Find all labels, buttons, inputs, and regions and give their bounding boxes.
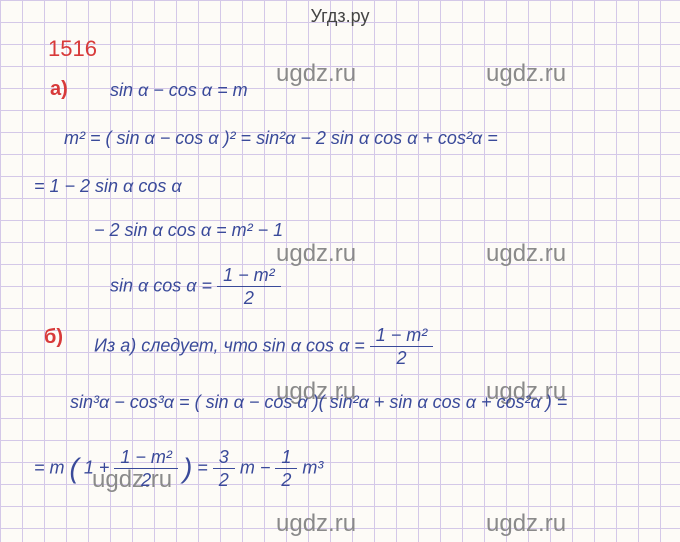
- watermark: ugdz.ru: [486, 60, 566, 88]
- fraction-numerator: 1 − m²: [114, 448, 178, 469]
- part-b-intro: Из a) следует, что sin α cos α = 1 − m² …: [94, 326, 433, 367]
- part-a-result-lhs: sin α cos α =: [110, 275, 212, 295]
- part-a-step3: − 2 sin α cos α = m² − 1: [94, 220, 283, 241]
- part-b-final: = m ( 1 + 1 − m² 2 ) = 3 2 m − 1 2 m³: [34, 448, 323, 489]
- fraction-numerator: 1 − m²: [370, 326, 434, 347]
- final-mid1: 1 +: [84, 457, 110, 477]
- rhs-tail: m³: [302, 457, 323, 477]
- rhs-mid: m −: [240, 457, 276, 477]
- fraction-denominator: 2: [217, 287, 281, 307]
- left-paren: (: [70, 453, 79, 484]
- fraction-denominator: 2: [114, 469, 178, 489]
- fraction-denominator: 2: [275, 469, 297, 489]
- fraction-denominator: 2: [370, 347, 434, 367]
- fraction-denominator: 2: [213, 469, 235, 489]
- part-b-expand: sin³α − cos³α = ( sin α − cos α )( sin²α…: [70, 392, 567, 413]
- part-a-result-frac: 1 − m² 2: [217, 266, 281, 307]
- right-paren: ): [183, 453, 192, 484]
- watermark: ugdz.ru: [276, 60, 356, 88]
- watermark: ugdz.ru: [276, 240, 356, 268]
- part-a-result: sin α cos α = 1 − m² 2: [110, 266, 281, 307]
- part-a-step2: = 1 − 2 sin α cos α: [34, 176, 182, 197]
- fraction-numerator: 1: [275, 448, 297, 469]
- watermark: ugdz.ru: [276, 510, 356, 538]
- fraction-numerator: 3: [213, 448, 235, 469]
- part-a-label: a): [50, 78, 68, 101]
- rhs-frac1: 3 2: [213, 448, 235, 489]
- page-content: Угдз.ру ugdz.ru ugdz.ru ugdz.ru ugdz.ru …: [0, 0, 680, 542]
- part-a-given: sin α − cos α = m: [110, 80, 248, 101]
- fraction-numerator: 1 − m²: [217, 266, 281, 287]
- problem-number: 1516: [48, 36, 97, 62]
- part-a-step1: m² = ( sin α − cos α )² = sin²α − 2 sin …: [64, 128, 498, 149]
- part-b-intro-text: Из a) следует, что sin α cos α =: [94, 335, 365, 355]
- rhs-frac2: 1 2: [275, 448, 297, 489]
- site-title: Угдз.ру: [311, 6, 370, 27]
- part-b-intro-frac: 1 − m² 2: [370, 326, 434, 367]
- final-eq: =: [197, 457, 213, 477]
- watermark: ugdz.ru: [486, 240, 566, 268]
- final-pre: = m: [34, 457, 70, 477]
- final-frac: 1 − m² 2: [114, 448, 178, 489]
- watermark: ugdz.ru: [486, 510, 566, 538]
- part-b-label: б): [44, 326, 63, 349]
